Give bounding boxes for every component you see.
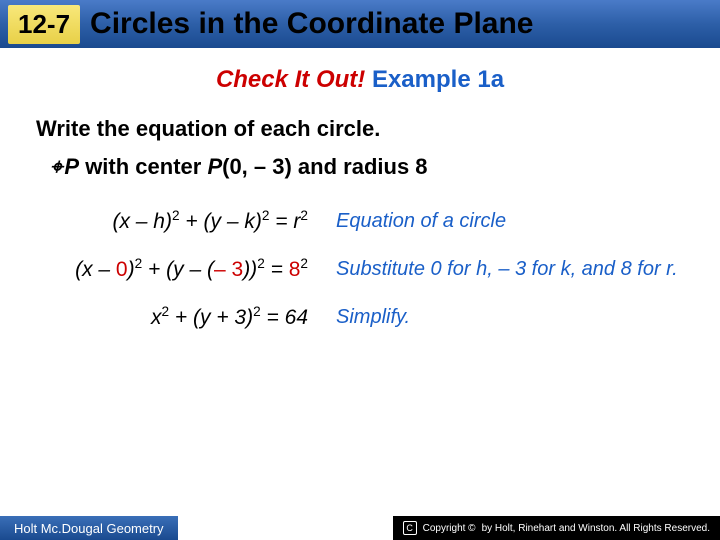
work-row: x2 + (y + 3)2 = 64 Simplify.: [36, 304, 684, 330]
equation-explain: Equation of a circle: [336, 209, 684, 234]
work-area: (x – h)2 + (y – k)2 = r2 Equation of a c…: [36, 208, 684, 330]
equation-step: (x – h)2 + (y – k)2 = r2: [36, 208, 336, 234]
work-row: (x – 0)2 + (y – (– 3))2 = 82 Substitute …: [0, 256, 684, 282]
header-bar: 12-7 Circles in the Coordinate Plane: [0, 0, 720, 48]
copyright-icon: C: [403, 521, 417, 535]
section-badge: 12-7: [8, 5, 80, 44]
center-letter: P: [207, 154, 222, 179]
subtitle-blue: Example 1a: [372, 66, 504, 93]
subtitle: Check It Out! Example 1a: [0, 66, 720, 94]
content-area: Write the equation of each circle. ⌖P wi…: [0, 116, 720, 330]
problem-marker-icon: ⌖: [50, 154, 62, 180]
problem-after: (0, – 3) and radius 8: [222, 154, 427, 179]
footer-copyright: C Copyright © by Holt, Rinehart and Wins…: [393, 516, 720, 540]
footer-publisher: Holt Mc.Dougal Geometry: [0, 516, 178, 540]
instruction-text: Write the equation of each circle.: [36, 116, 684, 142]
equation-explain: Simplify.: [336, 305, 684, 330]
header-title: Circles in the Coordinate Plane: [90, 7, 533, 41]
copyright-word: Copyright ©: [423, 523, 476, 534]
subtitle-red: Check It Out!: [216, 66, 365, 93]
equation-explain: Substitute 0 for h, – 3 for k, and 8 for…: [336, 257, 684, 282]
work-row: (x – h)2 + (y – k)2 = r2 Equation of a c…: [36, 208, 684, 234]
problem-mid1: with center: [79, 154, 207, 179]
circle-name: P: [64, 154, 79, 179]
footer: Holt Mc.Dougal Geometry C Copyright © by…: [0, 516, 720, 540]
problem-statement: ⌖P with center P(0, – 3) and radius 8: [36, 154, 684, 180]
equation-step: x2 + (y + 3)2 = 64: [36, 304, 336, 330]
footer-spacer: [178, 516, 393, 540]
copyright-text: by Holt, Rinehart and Winston. All Right…: [482, 523, 710, 534]
equation-step: (x – 0)2 + (y – (– 3))2 = 82: [0, 256, 336, 282]
